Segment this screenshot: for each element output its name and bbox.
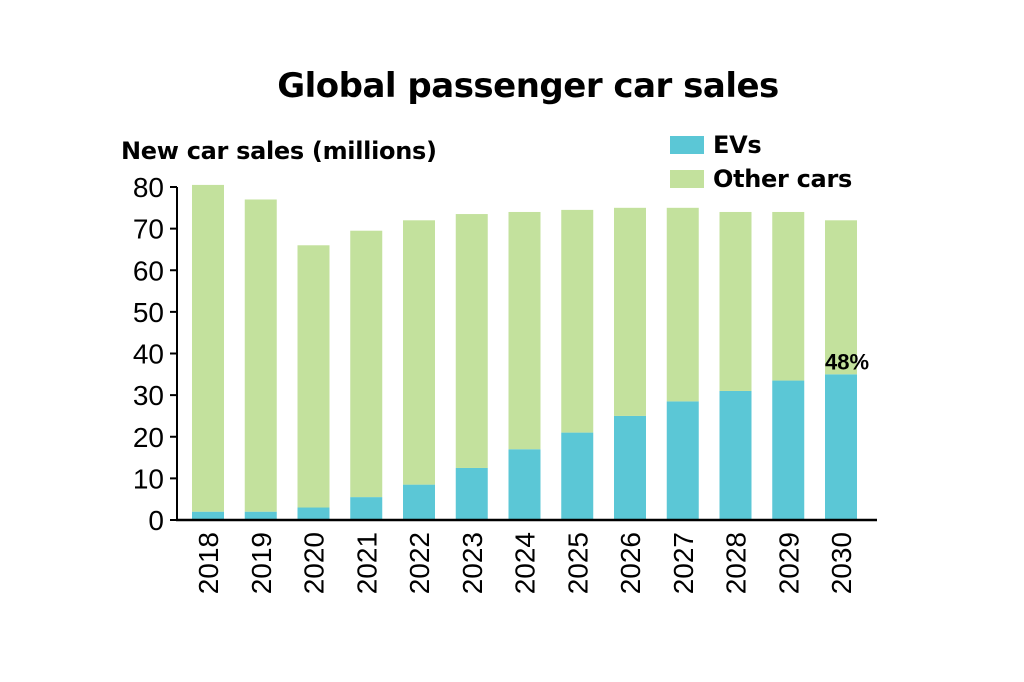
chart-title: Global passenger car sales <box>277 66 779 106</box>
bar-other-cars-2029 <box>772 211 805 381</box>
y-tick-label-20: 20 <box>133 422 164 453</box>
x-tick-label-2021: 2021 <box>351 532 382 594</box>
x-tick-label-2030: 2030 <box>826 532 857 594</box>
bar-evs-2019 <box>244 511 277 520</box>
y-tick-label-80: 80 <box>133 172 164 203</box>
bar-other-cars-2024 <box>508 211 541 450</box>
bar-other-cars-2030 <box>825 220 857 375</box>
legend-swatch-evs <box>670 136 704 154</box>
y-tick-label-50: 50 <box>133 297 164 328</box>
y-tick-label-60: 60 <box>133 255 164 286</box>
bar-other-cars-2018 <box>192 184 224 512</box>
x-tick-label-2022: 2022 <box>404 532 435 594</box>
y-tick-label-70: 70 <box>133 214 164 245</box>
x-tick-label-2019: 2019 <box>246 532 277 594</box>
bar-evs-2022 <box>403 484 435 520</box>
bar-evs-2023 <box>455 467 488 520</box>
legend-label-other-cars: Other cars <box>713 165 852 193</box>
bar-evs-2024 <box>508 449 541 520</box>
x-tick-label-2029: 2029 <box>773 532 804 594</box>
bar-other-cars-2019 <box>244 199 277 512</box>
y-axis-title: New car sales (millions) <box>121 137 437 165</box>
bar-other-cars-2023 <box>455 214 488 468</box>
bar-evs-2021 <box>350 497 383 520</box>
x-tick-label-2018: 2018 <box>193 532 224 594</box>
y-tick-label-30: 30 <box>133 380 164 411</box>
bar-other-cars-2020 <box>297 245 330 508</box>
bar-evs-2030 <box>825 374 857 520</box>
y-tick-label-0: 0 <box>148 505 164 536</box>
x-tick-label-2026: 2026 <box>615 532 646 594</box>
x-tick-label-2027: 2027 <box>668 532 699 594</box>
legend: EVs Other cars <box>670 128 852 196</box>
bar-other-cars-2027 <box>666 207 699 402</box>
bar-other-cars-2025 <box>561 209 594 433</box>
x-tick-label-2028: 2028 <box>721 532 752 594</box>
bar-evs-2025 <box>561 432 594 520</box>
x-tick-label-2020: 2020 <box>299 532 330 594</box>
legend-swatch-other-cars <box>670 170 704 188</box>
bar-other-cars-2028 <box>719 211 752 391</box>
bar-other-cars-2022 <box>403 220 435 485</box>
y-tick-label-40: 40 <box>133 339 164 370</box>
y-tick-label-10: 10 <box>133 463 164 494</box>
bar-other-cars-2021 <box>350 230 383 498</box>
bar-evs-2018 <box>192 511 224 520</box>
bar-evs-2029 <box>772 380 805 520</box>
bar-evs-2027 <box>666 401 699 520</box>
legend-item-other-cars: Other cars <box>670 162 852 196</box>
legend-label-evs: EVs <box>713 131 762 159</box>
legend-item-evs: EVs <box>670 128 852 162</box>
bar-evs-2028 <box>719 390 752 520</box>
x-tick-label-2023: 2023 <box>457 532 488 594</box>
x-tick-label-2024: 2024 <box>510 532 541 594</box>
bar-other-cars-2026 <box>614 207 646 416</box>
x-tick-label-2025: 2025 <box>562 532 593 594</box>
bar-evs-2020 <box>297 507 330 520</box>
bar-evs-2026 <box>614 415 646 520</box>
annotation-2030: 48% <box>825 349 869 374</box>
